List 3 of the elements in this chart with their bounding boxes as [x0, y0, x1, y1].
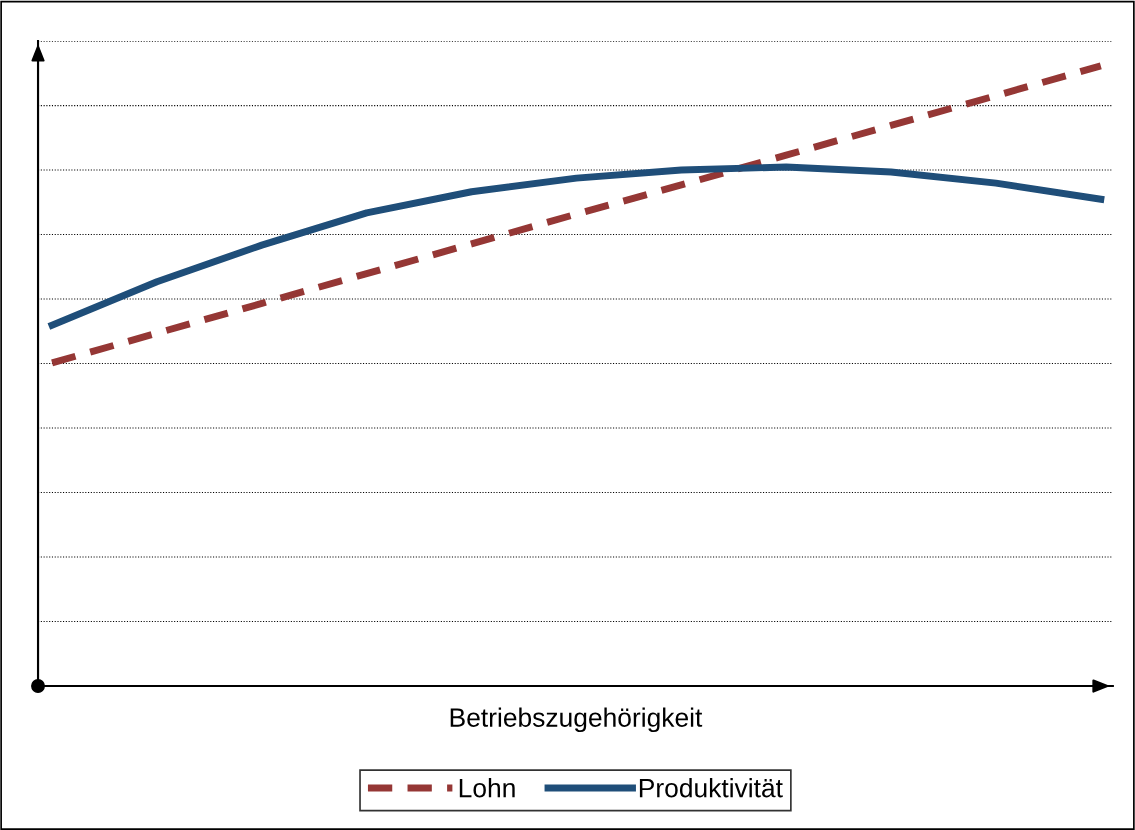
legend-label: Produktivität	[639, 778, 783, 798]
legend-label: Lohn	[459, 778, 515, 798]
x-axis-title: Betriebszugehörigkeit	[450, 707, 703, 733]
